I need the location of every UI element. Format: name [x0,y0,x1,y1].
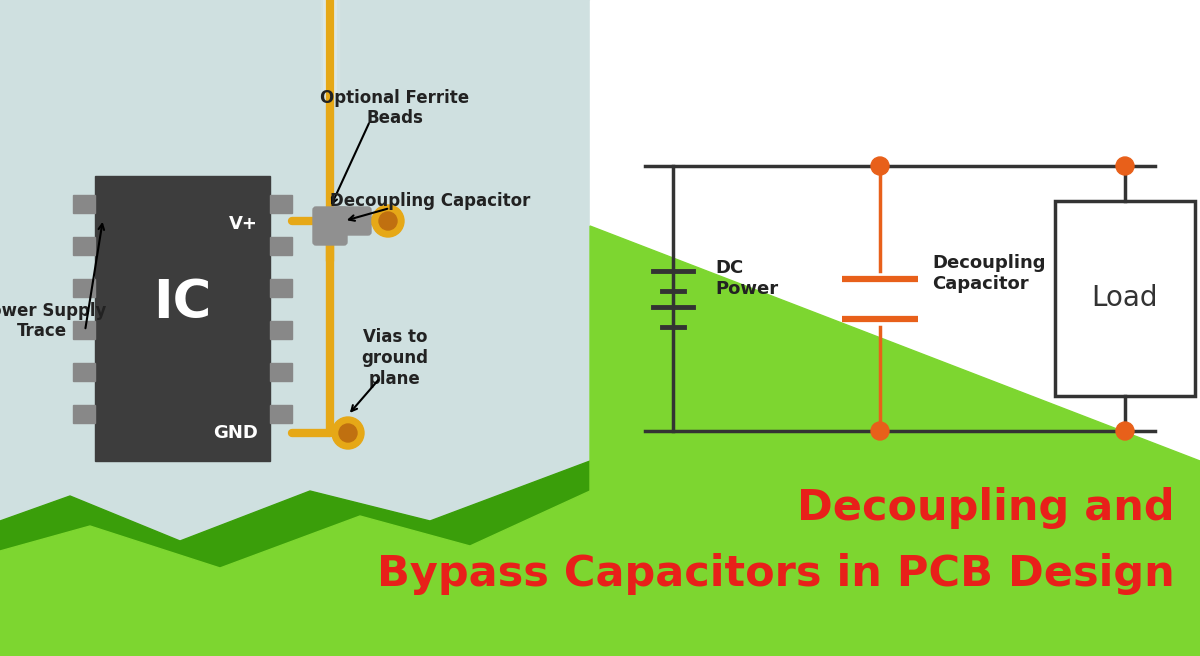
Text: Decoupling
Capacitor: Decoupling Capacitor [932,254,1045,293]
Text: GND: GND [214,424,258,442]
Text: Bypass Capacitors in PCB Design: Bypass Capacitors in PCB Design [377,553,1175,595]
Polygon shape [590,226,1200,656]
Circle shape [871,157,889,175]
Text: IC: IC [154,277,211,329]
Bar [73,321,95,339]
Text: Optional Ferrite
Beads: Optional Ferrite Beads [320,89,469,127]
Text: Decoupling and: Decoupling and [797,487,1175,529]
Bar [73,237,95,255]
Bar [73,363,95,381]
Text: DC
Power: DC Power [715,259,778,298]
Polygon shape [0,461,590,656]
FancyBboxPatch shape [334,207,371,235]
Bar [590,0,1200,656]
Bar [1055,201,1195,396]
Circle shape [1116,422,1134,440]
Polygon shape [0,491,590,656]
Bar [270,405,292,423]
Bar [270,321,292,339]
Text: V+: V+ [229,215,258,233]
Bar [95,176,270,461]
Bar [270,195,292,213]
Circle shape [871,422,889,440]
Bar [270,279,292,297]
Bar [0,0,590,656]
Circle shape [1116,157,1134,175]
Bar [73,279,95,297]
Text: Decoupling Capacitor: Decoupling Capacitor [330,192,530,210]
Text: Load: Load [1092,285,1158,312]
Bar [73,195,95,213]
FancyBboxPatch shape [313,207,347,245]
Circle shape [379,212,397,230]
Circle shape [332,417,364,449]
Bar [270,237,292,255]
Circle shape [340,424,358,442]
Bar [73,405,95,423]
Circle shape [372,205,404,237]
Bar [270,363,292,381]
Text: Power Supply
Trace: Power Supply Trace [0,302,106,340]
Text: Vias to
ground
plane: Vias to ground plane [361,328,428,388]
